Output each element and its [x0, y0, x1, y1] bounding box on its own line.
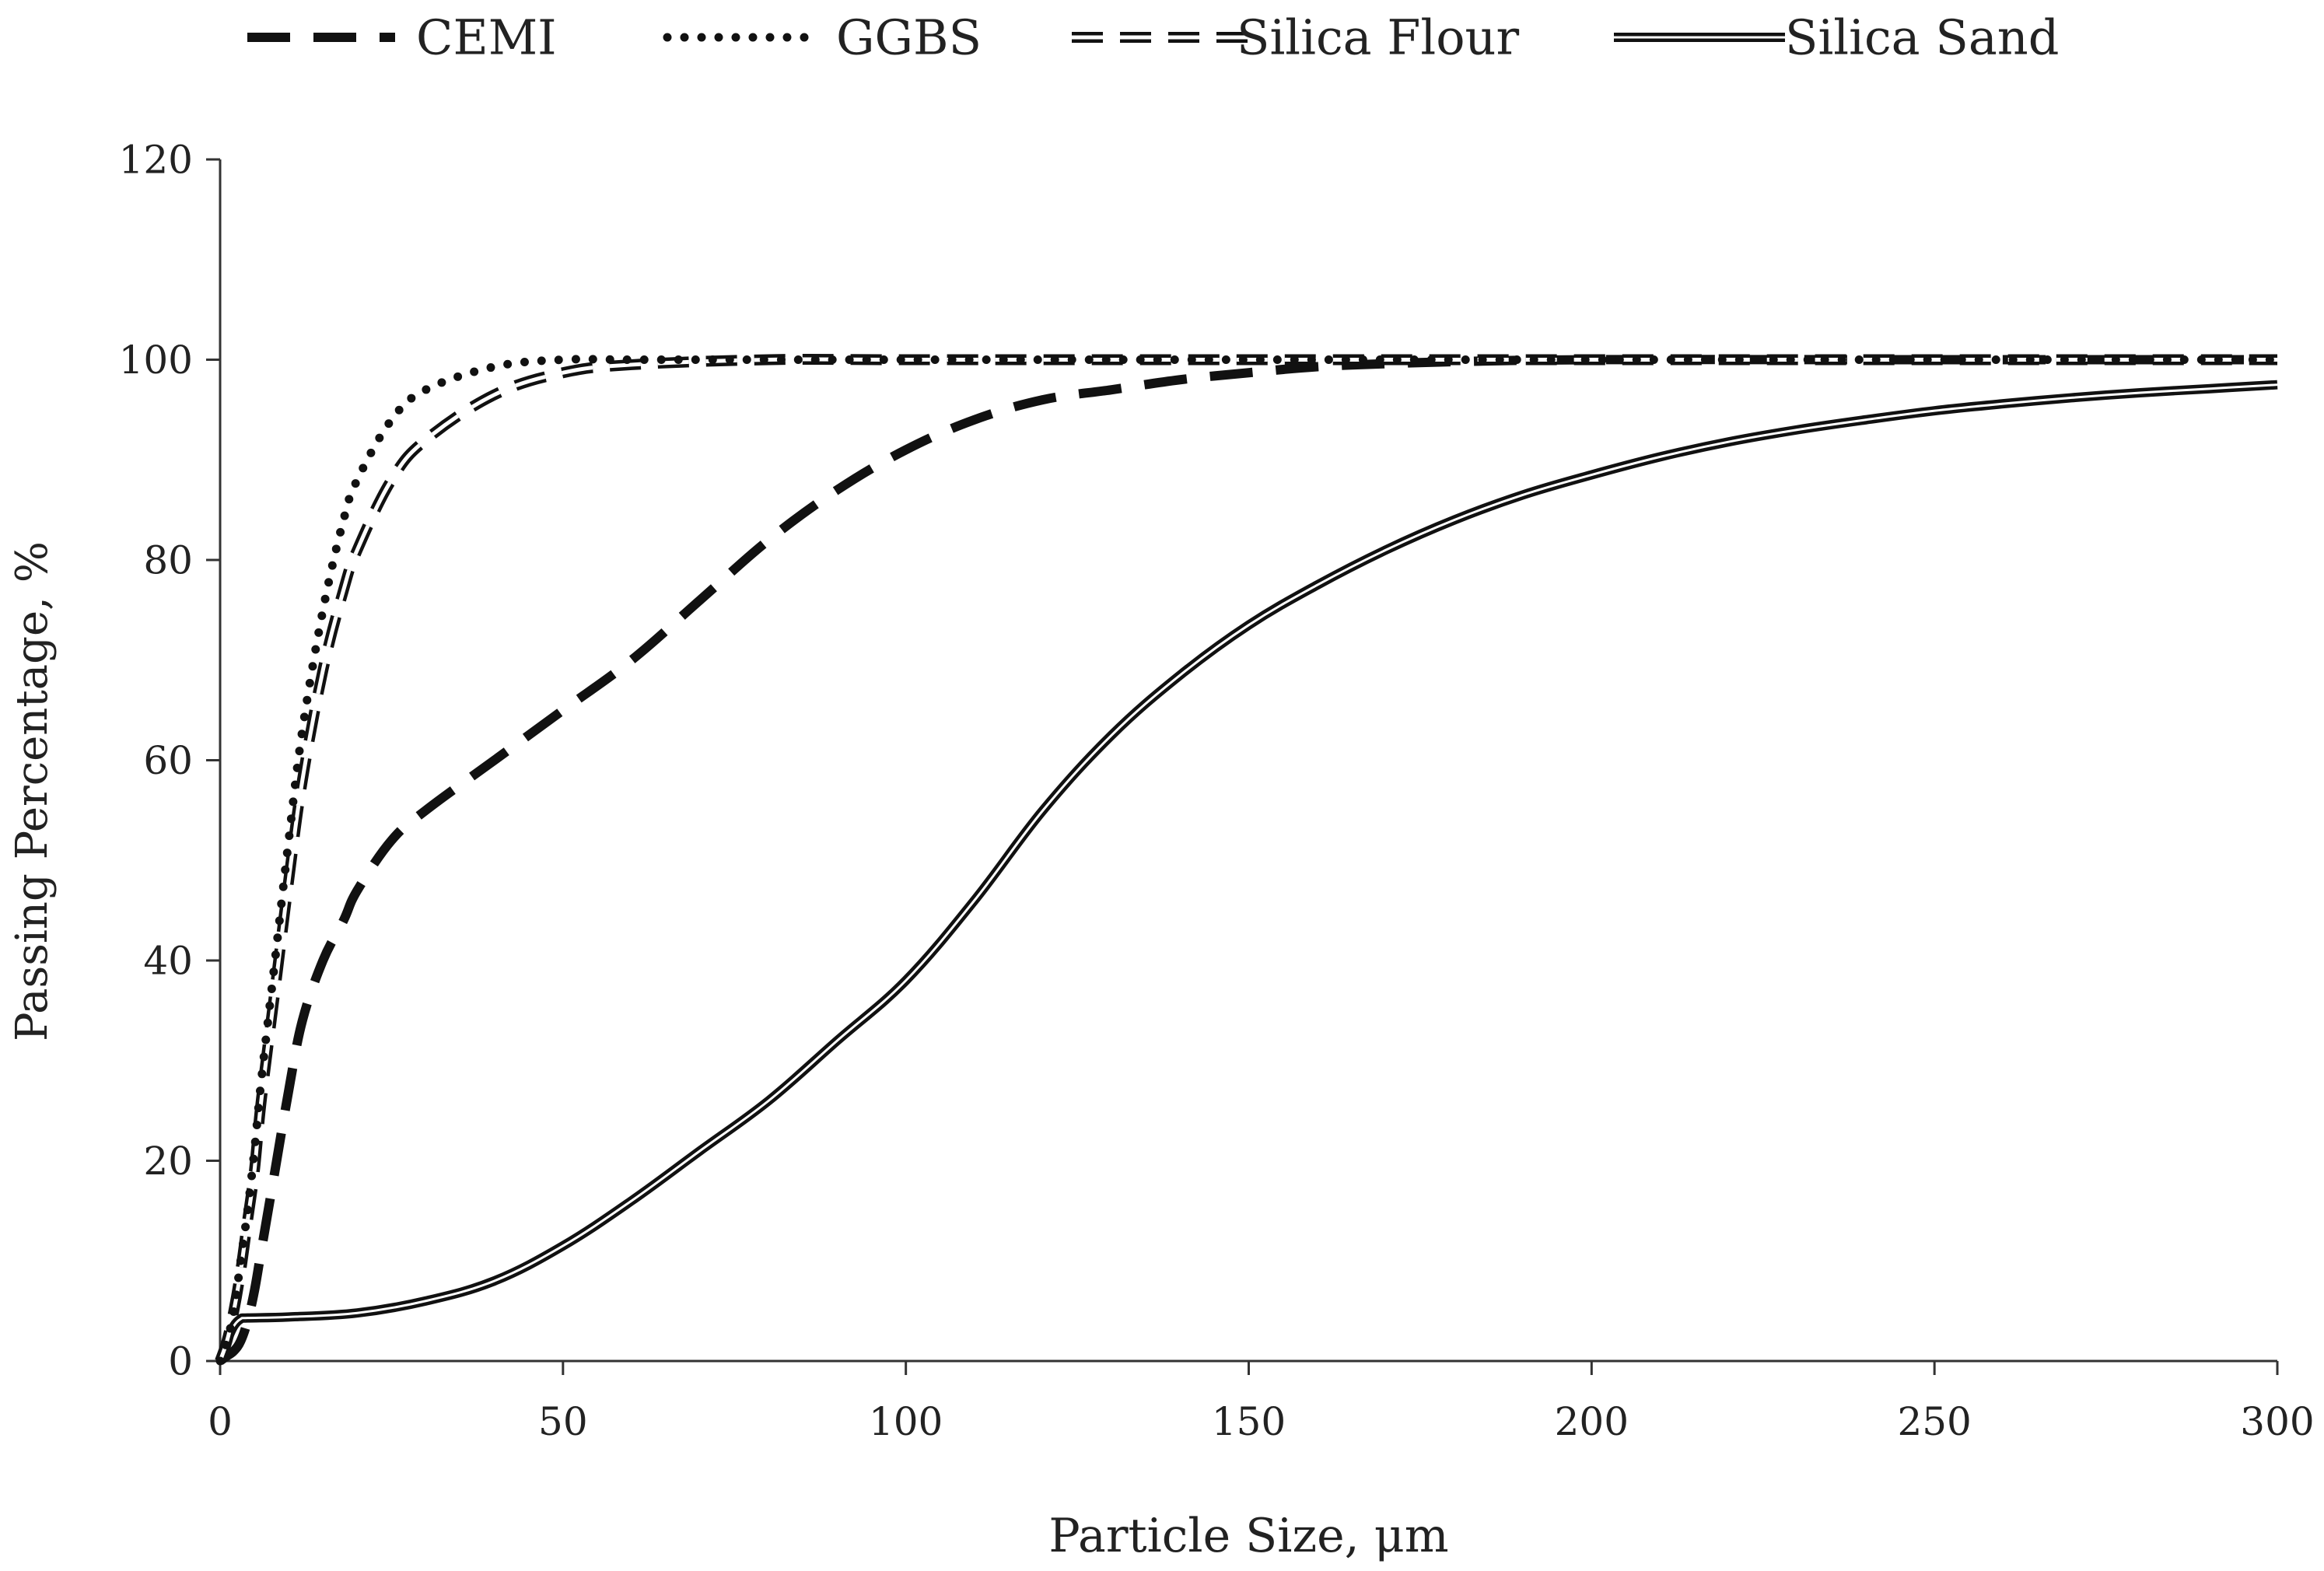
- y-axis-title: Passing Percentage, %: [7, 541, 58, 1041]
- x-tick-label: 300: [2240, 1399, 2314, 1444]
- y-tick-label: 100: [119, 338, 193, 383]
- x-tick-label: 200: [1555, 1399, 1629, 1444]
- legend-label: Silica Sand: [1785, 9, 2059, 66]
- legend-label: GGBS: [836, 9, 982, 66]
- series-silica-flour: [215, 353, 2277, 1363]
- legend-item-cemi: CEMI: [247, 9, 557, 66]
- legend-item-silica-sand: Silica Sand: [1614, 9, 2059, 66]
- axes: 0 20 40 60 80 100 120 0 50 100 150 200 250 300: [119, 138, 2315, 1445]
- series-line-silica-sand: [215, 380, 2278, 1363]
- series-ggbs: [215, 355, 2282, 1366]
- y-tick-label: 0: [168, 1339, 193, 1384]
- legend-label: Silica Flour: [1237, 9, 1519, 66]
- x-tick-label: 50: [538, 1399, 588, 1444]
- series-silica-sand: [215, 380, 2278, 1363]
- x-tick-label: 100: [869, 1399, 943, 1444]
- y-tick-label: 20: [143, 1139, 193, 1184]
- y-tick-label: 120: [119, 138, 193, 183]
- legend: CEMI GGBS Silica Flour Silica Sand: [247, 9, 2059, 66]
- x-tick-label: 250: [1897, 1399, 1971, 1444]
- y-tick-label: 60: [143, 738, 193, 783]
- series-line-silica-sand: [219, 383, 2278, 1362]
- legend-item-ggbs: GGBS: [663, 9, 982, 66]
- y-axis-ticks: 0 20 40 60 80 100 120: [119, 138, 220, 1384]
- x-axis-ticks: 0 50 100 150 200 250 300: [208, 1361, 2315, 1444]
- series-cemi: [217, 355, 2277, 1365]
- series-line-silica-flour: [215, 353, 2277, 1363]
- series-line-cemi: [217, 355, 2277, 1365]
- series-line-ggbs: [215, 355, 2282, 1366]
- y-tick-label: 40: [143, 939, 193, 984]
- legend-item-silica-flour: Silica Flour: [1072, 9, 1519, 66]
- legend-label: CEMI: [416, 9, 557, 66]
- series-layer: [215, 353, 2282, 1366]
- x-tick-label: 0: [208, 1399, 233, 1444]
- x-tick-label: 150: [1212, 1399, 1286, 1444]
- x-axis-title: Particle Size, μm: [1048, 1509, 1448, 1563]
- series-line-silica-flour: [218, 357, 2277, 1362]
- y-tick-label: 80: [143, 538, 193, 583]
